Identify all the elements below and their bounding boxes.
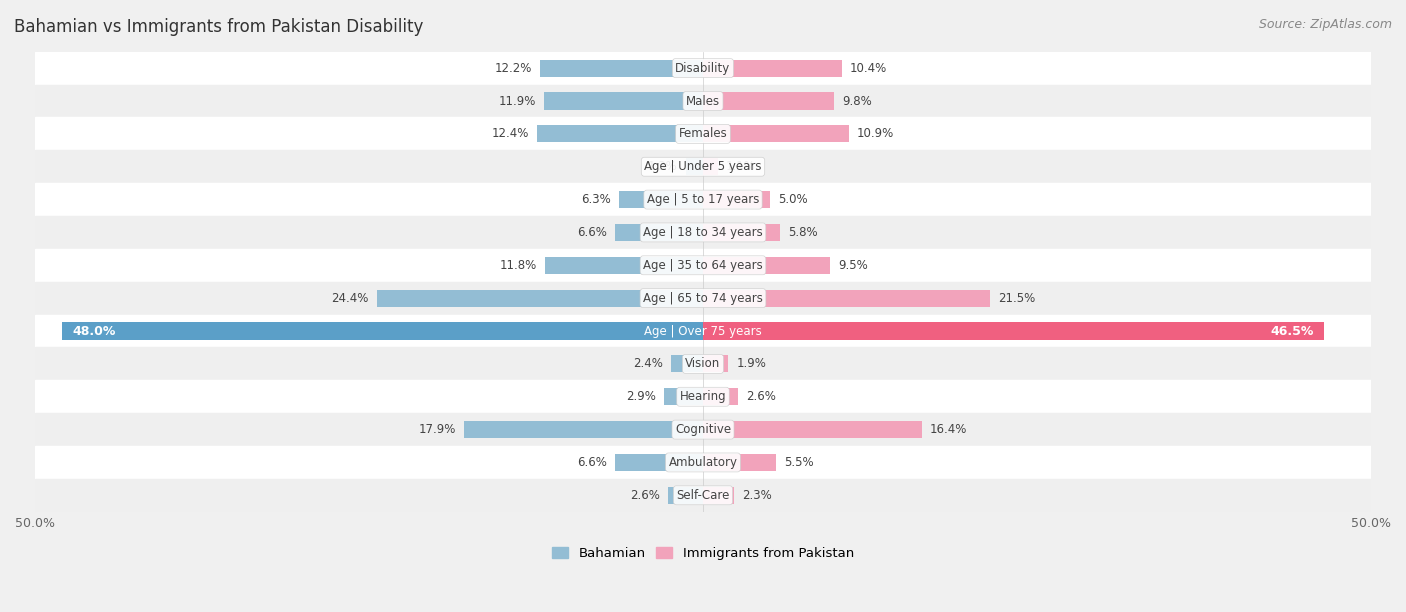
Text: Ambulatory: Ambulatory xyxy=(668,456,738,469)
Text: Age | 35 to 64 years: Age | 35 to 64 years xyxy=(643,259,763,272)
Text: 5.5%: 5.5% xyxy=(785,456,814,469)
Text: 2.6%: 2.6% xyxy=(745,390,776,403)
Text: 48.0%: 48.0% xyxy=(72,324,115,337)
Text: 24.4%: 24.4% xyxy=(332,292,368,305)
Bar xyxy=(686,158,703,175)
Text: 16.4%: 16.4% xyxy=(931,423,967,436)
Text: Males: Males xyxy=(686,94,720,108)
Text: Hearing: Hearing xyxy=(679,390,727,403)
Bar xyxy=(619,191,703,208)
Bar xyxy=(377,289,703,307)
Text: 1.9%: 1.9% xyxy=(737,357,766,370)
Text: 1.3%: 1.3% xyxy=(648,160,678,173)
Text: Age | Under 5 years: Age | Under 5 years xyxy=(644,160,762,173)
Text: 6.3%: 6.3% xyxy=(581,193,610,206)
Text: 21.5%: 21.5% xyxy=(998,292,1035,305)
Text: 2.3%: 2.3% xyxy=(742,489,772,502)
Bar xyxy=(703,487,734,504)
Bar xyxy=(35,183,1371,216)
Bar xyxy=(35,413,1371,446)
Text: Vision: Vision xyxy=(685,357,721,370)
Bar xyxy=(35,118,1371,151)
Bar xyxy=(668,487,703,504)
Text: 6.6%: 6.6% xyxy=(576,456,607,469)
Text: Disability: Disability xyxy=(675,62,731,75)
Text: Age | 18 to 34 years: Age | 18 to 34 years xyxy=(643,226,763,239)
Text: Females: Females xyxy=(679,127,727,140)
Bar xyxy=(703,224,780,241)
Text: 6.6%: 6.6% xyxy=(576,226,607,239)
Bar xyxy=(35,479,1371,512)
Bar xyxy=(546,257,703,274)
Text: 46.5%: 46.5% xyxy=(1270,324,1313,337)
Bar xyxy=(703,125,849,143)
Text: 2.4%: 2.4% xyxy=(633,357,662,370)
Text: Cognitive: Cognitive xyxy=(675,423,731,436)
Legend: Bahamian, Immigrants from Pakistan: Bahamian, Immigrants from Pakistan xyxy=(547,542,859,565)
Bar xyxy=(614,224,703,241)
Bar xyxy=(35,446,1371,479)
Text: 11.8%: 11.8% xyxy=(501,259,537,272)
Text: Age | 5 to 17 years: Age | 5 to 17 years xyxy=(647,193,759,206)
Bar xyxy=(703,158,717,175)
Bar xyxy=(62,323,703,340)
Text: 10.9%: 10.9% xyxy=(856,127,894,140)
Text: 12.2%: 12.2% xyxy=(495,62,531,75)
Bar xyxy=(614,454,703,471)
Text: 9.8%: 9.8% xyxy=(842,94,872,108)
Bar xyxy=(35,216,1371,249)
Text: 17.9%: 17.9% xyxy=(419,423,456,436)
Text: 11.9%: 11.9% xyxy=(499,94,536,108)
Text: Self-Care: Self-Care xyxy=(676,489,730,502)
Bar xyxy=(537,125,703,143)
Bar xyxy=(703,191,770,208)
Bar xyxy=(35,315,1371,348)
Bar xyxy=(703,356,728,373)
Bar xyxy=(544,92,703,110)
Text: 5.8%: 5.8% xyxy=(789,226,818,239)
Text: 10.4%: 10.4% xyxy=(851,62,887,75)
Bar xyxy=(664,388,703,405)
Bar xyxy=(703,388,738,405)
Text: 9.5%: 9.5% xyxy=(838,259,868,272)
Bar xyxy=(540,59,703,76)
Text: Bahamian vs Immigrants from Pakistan Disability: Bahamian vs Immigrants from Pakistan Dis… xyxy=(14,18,423,36)
Text: 1.1%: 1.1% xyxy=(725,160,755,173)
Bar xyxy=(703,454,776,471)
Bar xyxy=(703,289,990,307)
Bar xyxy=(35,249,1371,282)
Text: Age | Over 75 years: Age | Over 75 years xyxy=(644,324,762,337)
Bar xyxy=(35,380,1371,413)
Bar xyxy=(35,84,1371,118)
Bar xyxy=(703,421,922,438)
Text: 12.4%: 12.4% xyxy=(492,127,529,140)
Text: Age | 65 to 74 years: Age | 65 to 74 years xyxy=(643,292,763,305)
Bar xyxy=(671,356,703,373)
Bar xyxy=(35,348,1371,380)
Text: 2.9%: 2.9% xyxy=(626,390,657,403)
Bar xyxy=(703,323,1324,340)
Text: 2.6%: 2.6% xyxy=(630,489,661,502)
Bar xyxy=(703,257,830,274)
Bar xyxy=(35,52,1371,84)
Bar xyxy=(703,92,834,110)
Bar xyxy=(703,59,842,76)
Bar xyxy=(35,151,1371,183)
Text: Source: ZipAtlas.com: Source: ZipAtlas.com xyxy=(1258,18,1392,31)
Bar xyxy=(464,421,703,438)
Bar xyxy=(35,282,1371,315)
Text: 5.0%: 5.0% xyxy=(778,193,807,206)
